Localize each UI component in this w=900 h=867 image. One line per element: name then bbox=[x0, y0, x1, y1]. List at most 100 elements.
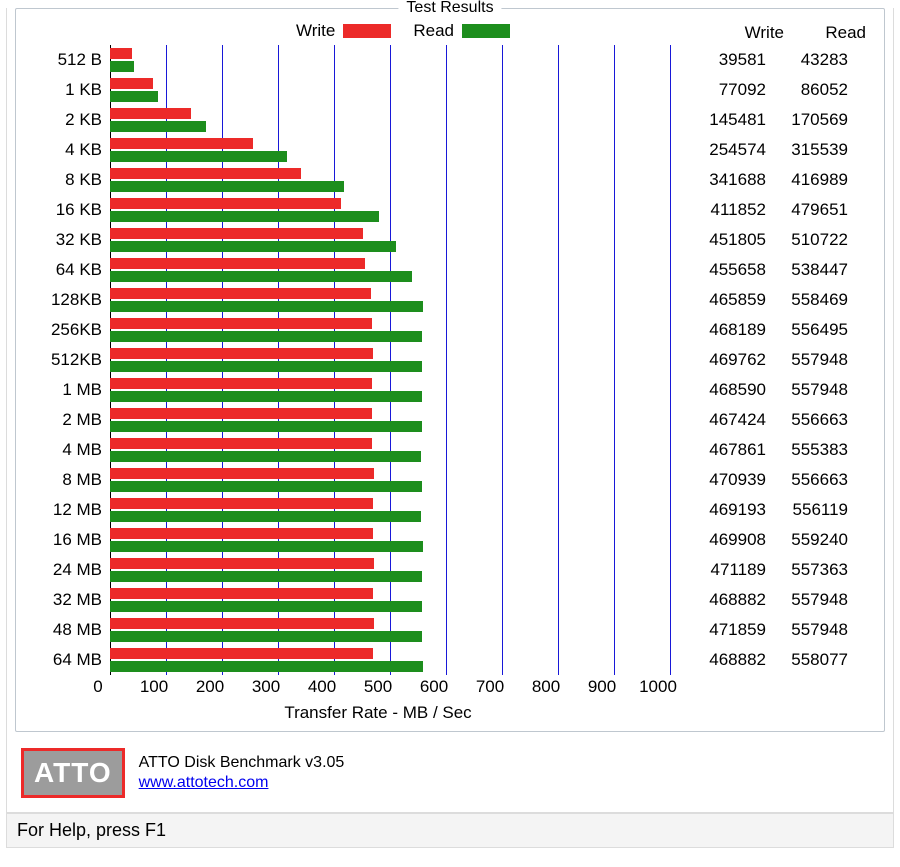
status-bar: For Help, press F1 bbox=[6, 813, 894, 848]
y-label: 16 KB bbox=[28, 200, 110, 220]
y-label: 4 KB bbox=[28, 140, 110, 160]
write-value: 455658 bbox=[684, 260, 766, 280]
branding-text: ATTO Disk Benchmark v3.05 www.attotech.c… bbox=[139, 754, 345, 792]
chart-row: 48 MB471859557948 bbox=[28, 615, 872, 645]
read-value: 556663 bbox=[766, 410, 848, 430]
plot-cell bbox=[110, 615, 670, 645]
plot-cell bbox=[110, 45, 670, 75]
header-read: Read bbox=[796, 23, 866, 43]
x-tick: 100 bbox=[140, 677, 168, 697]
chart-row: 16 MB469908559240 bbox=[28, 525, 872, 555]
x-tick: 1000 bbox=[639, 677, 677, 697]
read-value: 558469 bbox=[766, 290, 848, 310]
chart-row: 256KB468189556495 bbox=[28, 315, 872, 345]
x-tick: 0 bbox=[93, 677, 102, 697]
read-value: 557948 bbox=[766, 380, 848, 400]
write-value: 145481 bbox=[684, 110, 766, 130]
y-label: 256KB bbox=[28, 320, 110, 340]
plot-cell bbox=[110, 225, 670, 255]
write-bar bbox=[110, 228, 363, 239]
read-bar bbox=[110, 181, 344, 192]
write-bar bbox=[110, 378, 372, 389]
read-value: 559240 bbox=[766, 530, 848, 550]
read-bar bbox=[110, 91, 158, 102]
chart-row: 128KB 465859558469 bbox=[28, 285, 872, 315]
header-write: Write bbox=[714, 23, 784, 43]
legend-write-swatch bbox=[343, 24, 391, 38]
plot-cell bbox=[110, 315, 670, 345]
write-bar bbox=[110, 468, 374, 479]
legend-write-label: Write bbox=[296, 21, 335, 41]
read-bar bbox=[110, 631, 422, 642]
plot-cell bbox=[110, 405, 670, 435]
y-label: 24 MB bbox=[28, 560, 110, 580]
read-value: 170569 bbox=[766, 110, 848, 130]
x-axis-ticks: 01002003004005006007008009001000 bbox=[98, 677, 658, 701]
chart-row: 1 KB 7709286052 bbox=[28, 75, 872, 105]
read-bar bbox=[110, 121, 206, 132]
y-label: 128KB bbox=[28, 290, 110, 310]
plot-cell bbox=[110, 165, 670, 195]
results-groupbox: Test Results Write Read Write Read 512 B… bbox=[15, 8, 885, 732]
chart-row: 8 KB341688416989 bbox=[28, 165, 872, 195]
read-bar bbox=[110, 151, 287, 162]
write-bar bbox=[110, 78, 153, 89]
plot-cell bbox=[110, 465, 670, 495]
legend-read: Read bbox=[413, 21, 510, 41]
x-tick: 500 bbox=[364, 677, 392, 697]
write-value: 470939 bbox=[684, 470, 766, 490]
chart-row: 64 MB468882558077 bbox=[28, 645, 872, 675]
read-bar bbox=[110, 391, 422, 402]
value-column-headers: Write Read bbox=[714, 23, 866, 43]
plot-cell bbox=[110, 645, 670, 675]
y-label: 48 MB bbox=[28, 620, 110, 640]
chart-row: 32 KB451805510722 bbox=[28, 225, 872, 255]
write-bar bbox=[110, 138, 253, 149]
y-label: 1 KB bbox=[28, 80, 110, 100]
plot-cell bbox=[110, 435, 670, 465]
vendor-link[interactable]: www.attotech.com bbox=[139, 774, 345, 792]
read-value: 556663 bbox=[766, 470, 848, 490]
plot-cell bbox=[110, 495, 670, 525]
plot-cell bbox=[110, 285, 670, 315]
legend-read-swatch bbox=[462, 24, 510, 38]
plot-cell bbox=[110, 135, 670, 165]
bar-chart: 512 B39581432831 KB77092860522 KB1454811… bbox=[28, 45, 872, 675]
y-label: 512 B bbox=[28, 50, 110, 70]
read-value: 479651 bbox=[766, 200, 848, 220]
write-value: 468882 bbox=[684, 590, 766, 610]
read-bar bbox=[110, 301, 423, 312]
read-bar bbox=[110, 451, 421, 462]
read-value: 538447 bbox=[766, 260, 848, 280]
read-bar bbox=[110, 271, 412, 282]
y-label: 64 KB bbox=[28, 260, 110, 280]
write-bar bbox=[110, 318, 372, 329]
read-value: 315539 bbox=[766, 140, 848, 160]
y-label: 16 MB bbox=[28, 530, 110, 550]
x-axis-label: Transfer Rate - MB / Sec bbox=[98, 703, 658, 723]
y-label: 2 MB bbox=[28, 410, 110, 430]
write-value: 468590 bbox=[684, 380, 766, 400]
branding-block: ATTO ATTO Disk Benchmark v3.05 www.attot… bbox=[7, 740, 893, 812]
write-value: 77092 bbox=[684, 80, 766, 100]
x-tick: 900 bbox=[588, 677, 616, 697]
write-bar bbox=[110, 408, 372, 419]
y-label: 8 MB bbox=[28, 470, 110, 490]
read-value: 86052 bbox=[766, 80, 848, 100]
x-axis-row: 01002003004005006007008009001000 bbox=[16, 677, 884, 701]
chart-row: 2 MB467424556663 bbox=[28, 405, 872, 435]
write-bar bbox=[110, 498, 373, 509]
x-axis-label-row: Transfer Rate - MB / Sec bbox=[16, 703, 884, 731]
x-tick: 400 bbox=[308, 677, 336, 697]
legend-write: Write bbox=[296, 21, 391, 41]
write-bar bbox=[110, 528, 373, 539]
write-bar bbox=[110, 588, 373, 599]
write-value: 465859 bbox=[684, 290, 766, 310]
chart-row: 2 KB145481170569 bbox=[28, 105, 872, 135]
read-bar bbox=[110, 601, 422, 612]
chart-row: 24 MB471189557363 bbox=[28, 555, 872, 585]
y-label: 8 KB bbox=[28, 170, 110, 190]
read-bar bbox=[110, 541, 423, 552]
write-value: 469193 bbox=[684, 500, 766, 520]
write-value: 254574 bbox=[684, 140, 766, 160]
